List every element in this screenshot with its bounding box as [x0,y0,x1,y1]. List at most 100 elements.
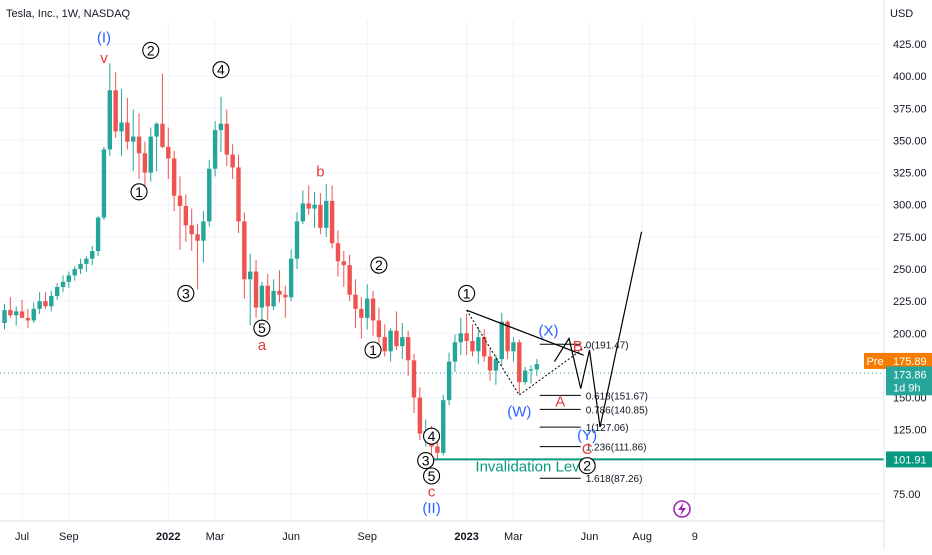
candle-body [335,243,341,262]
candle-body [8,310,13,316]
candle-body [382,337,387,352]
candle-body [277,290,282,295]
wave-label-number: 1 [369,342,377,358]
fib-level-label: 0(191.47) [586,340,629,351]
price-axis[interactable]: 425.00 400.00 375.00 350.00 325.00 300.00 275.… [893,39,927,501]
price-tag-text: 173.86 [893,369,927,381]
candle-body [248,271,253,280]
candle-body [394,330,399,347]
wave-label: (X) [539,323,559,340]
candle-body [201,221,206,241]
candle-body [84,258,89,264]
wave-label: b [316,163,324,180]
candle-body [376,320,382,338]
pre-tag-label: Pre [866,356,883,368]
candle-body [405,337,411,361]
candle-body [370,298,376,321]
candle-body [265,285,270,307]
y-tick-label: 350.00 [893,135,927,147]
wave-label: (W) [507,404,531,421]
wave-label: c [428,483,436,500]
candle-body [347,265,352,295]
candle-body [90,251,95,259]
fib-level-label: 0.786(140.85) [586,405,648,416]
candle-body [283,294,288,298]
candle-body [388,330,393,352]
candle-body [294,221,300,259]
candle-body [54,287,60,296]
time-axis[interactable]: Jul Sep 2022 Mar Jun Sep 2023 Mar Jun Aug 9 [15,531,698,543]
price-tag-box [886,352,932,369]
y-tick-label: 425.00 [893,39,927,51]
candle-body [318,204,323,228]
y-tick-label: 325.00 [893,168,927,180]
triangle-lower-trendline [466,309,520,396]
lightning-icon[interactable] [673,500,691,518]
fib-level-label: 1.236(111.86) [586,443,647,454]
wave-label-circle [578,457,596,475]
candle-body [14,311,19,316]
drawings-front-layer: Invalidation Level 0(191.47) 0.618(151.67)… [431,231,884,485]
wave-label-number: 2 [583,458,591,474]
candle-body [113,90,118,132]
candle-body [131,136,136,142]
chart-title: Tesla, Inc., 1W, NASDAQ [6,8,131,20]
wave-label-circle [253,319,271,337]
candle-body [25,317,31,321]
candle-body [125,122,130,142]
candle-body [365,298,370,318]
wave-label-circle [370,256,388,274]
y-tick-label: 250.00 [893,264,927,276]
candle-body [359,308,364,318]
wave-label-number: 1 [463,285,471,301]
candle-body [493,359,499,371]
wave-label-circle [422,427,441,445]
wave-label-number: 4 [428,428,436,444]
candle-body [195,234,200,241]
candle-body [95,217,101,251]
fib-level-label: 0.618(151.67) [586,391,648,402]
candle-body [49,296,54,307]
x-tick-label: Jun [282,531,300,543]
candle-body [482,337,487,357]
wave-label: (Y) [577,427,597,444]
triangle-upper-trendline [466,309,584,356]
candle-body [43,301,48,307]
candle-body [136,136,142,154]
wave-label-number: 5 [258,320,266,336]
wave-label-circle [130,183,148,201]
pre-tag-box [864,352,886,369]
price-tag-text: 101.91 [893,454,927,466]
candle-body [207,168,212,222]
candle-body [476,337,481,352]
candle-body [230,154,235,168]
candle-body [160,123,165,147]
candle-body [324,200,329,228]
y-tick-label: 75.00 [893,489,921,501]
fib-level-label: 1(127.06) [586,423,629,434]
wave-label-circle [417,452,435,470]
x-tick-label: Mar [206,531,225,543]
candle-body [154,123,159,137]
x-tick-label: Sep [59,531,79,543]
wave-label-number: 4 [217,62,225,78]
wave-label-number: 5 [428,468,436,484]
candle-body [470,341,475,352]
candle-body [171,158,177,196]
wave-label: B [573,338,583,355]
candle-body [212,130,218,169]
candle-body [66,275,72,282]
candle-body [458,333,463,343]
candle-body [166,146,171,159]
x-tick-label: 2022 [156,531,180,543]
candle-body [528,369,534,371]
candle-body [288,258,294,298]
candle-body [119,122,124,132]
candle-body [534,364,540,370]
invalidation-label: Invalidation Level [475,458,591,475]
wave-label-circle [142,41,160,59]
wave-label-circle [458,284,476,302]
